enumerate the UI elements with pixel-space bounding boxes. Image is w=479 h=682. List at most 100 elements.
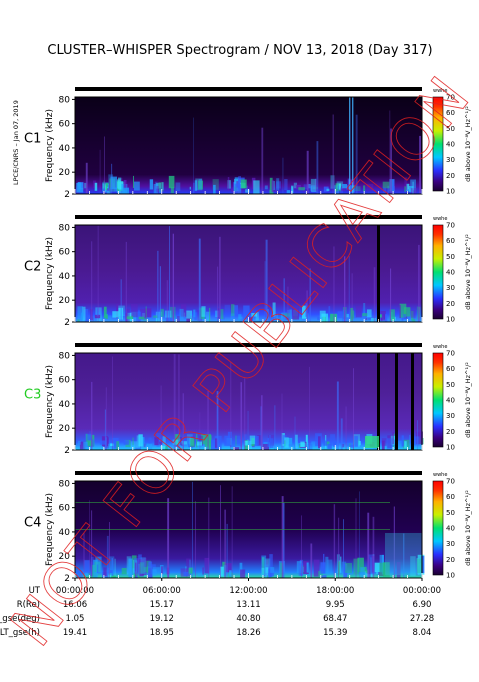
emission-patch — [370, 318, 377, 322]
emission-patch — [186, 310, 193, 319]
emission-streak — [178, 354, 180, 450]
emission-patch — [112, 311, 119, 318]
emission-patch — [139, 558, 144, 577]
emission-streak — [89, 500, 90, 578]
emission-patch — [320, 575, 327, 578]
emission-patch — [181, 442, 183, 446]
emission-patch — [77, 306, 83, 320]
emission-patch — [272, 181, 275, 190]
ephemeris-value: 15.17 — [150, 600, 174, 610]
emission-streak — [306, 290, 308, 322]
emission-streak — [355, 114, 358, 194]
emission-patch — [134, 181, 140, 191]
emission-streak — [231, 486, 233, 578]
colorbar-tick-label: 70 — [446, 222, 455, 230]
emission-patch — [159, 446, 167, 450]
emission-patch — [78, 440, 81, 445]
emission-patch — [298, 317, 302, 322]
emission-patch — [416, 558, 419, 575]
emission-patch — [410, 188, 418, 193]
emission-patch — [357, 557, 364, 573]
emission-patch — [161, 182, 164, 190]
emission-patch — [303, 561, 309, 575]
emission-patch — [172, 439, 180, 445]
emission-patch — [220, 566, 225, 577]
emission-patch — [143, 443, 146, 448]
emission-patch — [410, 309, 416, 318]
emission-patch — [231, 189, 233, 192]
emission-patch — [354, 436, 358, 447]
emission-patch — [170, 187, 174, 194]
emission-patch — [196, 433, 198, 448]
data-gap — [377, 225, 380, 322]
emission-patch — [380, 311, 386, 321]
emission-patch — [417, 558, 422, 573]
emission-streak — [109, 522, 110, 578]
emission-streak — [359, 491, 360, 578]
emission-patch — [136, 311, 141, 322]
emission-patch — [183, 571, 189, 576]
emission-patch — [107, 568, 110, 574]
emission-patch — [330, 175, 335, 189]
emission-patch — [209, 445, 211, 449]
y-tick-label: 2 — [64, 574, 70, 584]
emission-streak — [166, 280, 169, 322]
emission-patch — [196, 441, 202, 446]
emission-streak — [159, 266, 161, 322]
emission-patch — [198, 178, 203, 189]
colorbar-tick-label: 70 — [446, 350, 455, 358]
emission-patch — [338, 183, 342, 190]
emission-patch — [341, 443, 345, 448]
emission-streak — [230, 362, 232, 450]
emission-streak — [348, 256, 350, 322]
emission-patch — [413, 436, 420, 446]
emission-patch — [179, 308, 184, 320]
panel-c2: 2 20 40 60 80 Frequency (kHz) C2 10 20 30 40 50 60 70… — [24, 215, 472, 328]
emission-patch — [313, 559, 320, 577]
emission-patch — [84, 560, 90, 574]
emission-patch — [363, 303, 366, 317]
ephemeris-row-label: UT — [29, 586, 41, 596]
emission-patch — [108, 574, 113, 578]
ephemeris-value: 15.39 — [323, 628, 347, 638]
emission-patch — [280, 313, 283, 319]
emission-patch — [376, 571, 378, 574]
emission-patch — [269, 177, 273, 190]
emission-streak — [390, 128, 392, 194]
emission-patch — [362, 313, 368, 317]
emission-streak — [172, 233, 174, 322]
emission-patch — [116, 441, 120, 450]
colorbar — [432, 480, 444, 576]
emission-patch — [240, 569, 246, 578]
emission-patch — [412, 181, 414, 194]
emission-patch — [181, 441, 188, 445]
emission-streak — [244, 378, 246, 450]
emission-patch — [94, 182, 98, 191]
emission-patch — [298, 187, 305, 191]
y-axis-label: Frequency (kHz) — [45, 109, 55, 182]
y-tick-label: 80 — [59, 479, 71, 489]
panel-label: C4 — [24, 516, 41, 531]
emission-patch — [392, 431, 394, 445]
emission-patch — [406, 183, 410, 192]
emission-patch — [215, 438, 218, 448]
emission-patch — [206, 311, 211, 321]
emission-patch — [108, 315, 112, 320]
emission-patch — [133, 572, 140, 577]
emission-patch — [136, 561, 139, 576]
emission-patch — [240, 179, 247, 189]
emission-patch — [87, 440, 92, 447]
data-gap — [377, 353, 380, 450]
emission-patch — [156, 432, 162, 447]
emission-patch — [141, 437, 145, 447]
emission-patch — [110, 187, 117, 192]
emission-patch — [267, 438, 270, 447]
emission-patch — [330, 313, 337, 322]
emission-patch — [138, 316, 145, 320]
emission-patch — [389, 309, 395, 321]
colorbar-tick-label: 40 — [446, 397, 455, 405]
emission-patch — [327, 443, 332, 449]
emission-patch — [379, 562, 387, 577]
emission-patch — [79, 441, 86, 450]
emission-patch — [202, 567, 204, 575]
